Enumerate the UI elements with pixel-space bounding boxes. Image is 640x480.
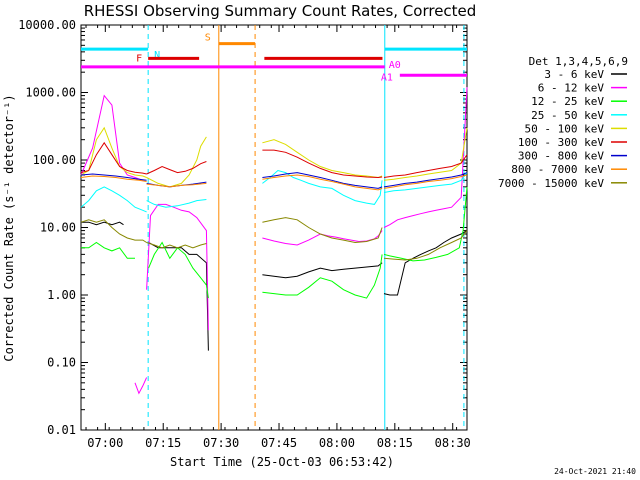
y-tick-label: 10000.00 bbox=[18, 18, 76, 32]
series-line bbox=[80, 219, 147, 243]
legend-title: Det 1,3,4,5,6,9 bbox=[529, 55, 628, 68]
flag-label-a1: A1 bbox=[381, 72, 393, 83]
series-line bbox=[146, 182, 207, 188]
x-tick-label: 07:00 bbox=[87, 436, 123, 450]
series-line bbox=[383, 127, 468, 181]
x-tick-label: 08:30 bbox=[435, 436, 471, 450]
series-line bbox=[383, 230, 468, 296]
series-line bbox=[383, 172, 468, 188]
series-100-300-kev bbox=[80, 141, 468, 179]
x-tick-label: 07:30 bbox=[203, 436, 239, 450]
flag-label-f: F bbox=[136, 53, 142, 64]
series-line bbox=[146, 203, 209, 331]
legend-label: 300 - 800 keV bbox=[518, 150, 604, 163]
series-line bbox=[81, 221, 124, 226]
series-line bbox=[146, 161, 207, 175]
series-line bbox=[383, 230, 468, 261]
legend-label: 6 - 12 keV bbox=[538, 82, 605, 95]
x-tick-label: 08:15 bbox=[377, 436, 413, 450]
flag-label-a0: A0 bbox=[389, 60, 401, 71]
y-tick-label: 0.10 bbox=[47, 356, 76, 370]
legend-label: 800 - 7000 keV bbox=[511, 163, 604, 176]
x-tick-label: 07:45 bbox=[261, 436, 297, 450]
series-line bbox=[80, 173, 147, 181]
flag-label-n: N bbox=[154, 50, 160, 61]
y-tick-label: 1.00 bbox=[47, 288, 76, 302]
series-25-50-kev bbox=[80, 169, 468, 213]
series-line bbox=[262, 262, 383, 279]
series-line bbox=[146, 136, 207, 188]
series-line bbox=[80, 186, 147, 213]
series-50-100-kev bbox=[80, 126, 468, 188]
series-line bbox=[383, 87, 468, 228]
series-line bbox=[383, 172, 468, 193]
series-line bbox=[134, 377, 148, 395]
series-line bbox=[80, 94, 143, 181]
flag-label-s: S bbox=[205, 33, 211, 44]
y-tick-label: 10.00 bbox=[40, 221, 76, 235]
x-tick-label: 08:00 bbox=[319, 436, 355, 450]
series-line bbox=[383, 186, 468, 262]
series-line bbox=[148, 241, 209, 299]
series-7000-15000-kev bbox=[80, 217, 468, 261]
series-line bbox=[262, 254, 383, 299]
y-tick-label: 0.01 bbox=[47, 423, 76, 437]
series-line bbox=[262, 169, 383, 205]
y-tick-label: 1000.00 bbox=[25, 86, 76, 100]
y-tick-label: 100.00 bbox=[33, 153, 76, 167]
x-axis-label: Start Time (25-Oct-03 06:53:42) bbox=[170, 455, 394, 469]
chart-title: RHESSI Observing Summary Count Rates, Co… bbox=[84, 2, 477, 20]
series-line bbox=[146, 199, 207, 208]
legend-label: 25 - 50 keV bbox=[531, 109, 604, 122]
series-line bbox=[148, 242, 209, 351]
series-line bbox=[262, 172, 383, 189]
series-3-6-kev bbox=[81, 221, 468, 351]
x-tick-label: 07:15 bbox=[145, 436, 181, 450]
series-800-7000-kev bbox=[80, 174, 468, 191]
legend-label: 7000 - 15000 keV bbox=[498, 177, 604, 190]
series-line bbox=[262, 139, 383, 179]
legend-label: 3 - 6 keV bbox=[544, 68, 604, 81]
series-line bbox=[80, 175, 147, 182]
footer-timestamp: 24-Oct-2021 21:40 bbox=[554, 467, 636, 476]
plot-area: 10000.00 1000.00 100.00 10.00 1.00 0.10 0.01 07… bbox=[18, 18, 627, 450]
series-line bbox=[80, 141, 147, 175]
series-line bbox=[81, 241, 135, 259]
series-line bbox=[146, 242, 207, 249]
series-line bbox=[262, 217, 383, 244]
series-line bbox=[383, 174, 468, 189]
series-12-25-kev bbox=[81, 186, 468, 299]
legend-label: 100 - 300 keV bbox=[518, 136, 604, 149]
series-line bbox=[262, 149, 383, 179]
series-line bbox=[383, 154, 468, 178]
legend-label: 50 - 100 keV bbox=[525, 122, 605, 135]
legend-label: 12 - 25 keV bbox=[531, 95, 604, 108]
series-line bbox=[80, 126, 147, 178]
series-line bbox=[262, 174, 383, 191]
y-axis-label: Corrected Count Rate (s⁻¹ detector⁻¹) bbox=[2, 94, 16, 361]
